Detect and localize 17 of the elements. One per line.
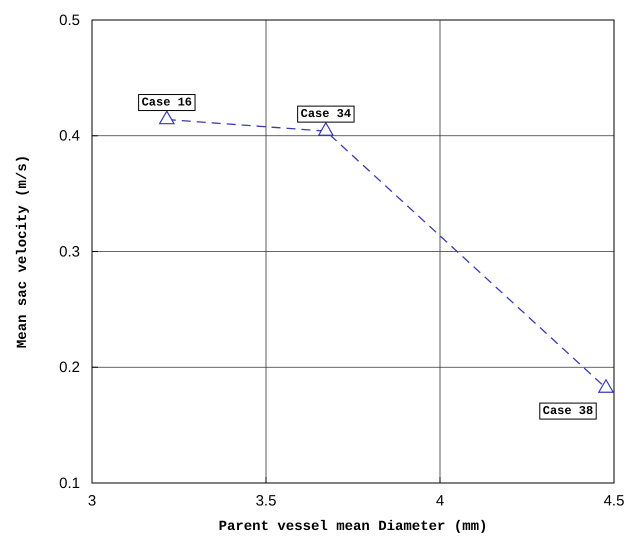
x-tick-label: 4.5 <box>604 492 624 510</box>
point <box>318 122 334 136</box>
y-axis-title: Mean sac velocity (m/s) <box>15 154 31 348</box>
y-tick-label: 0.4 <box>59 128 80 145</box>
point <box>598 379 614 393</box>
y-tick-label: 0.1 <box>59 474 80 492</box>
y-tick-label: 0.2 <box>59 359 80 376</box>
annotation: Case 16 <box>142 96 192 110</box>
point <box>159 110 175 124</box>
x-tick-label: 3.5 <box>256 492 276 510</box>
y-tick-label: 0.3 <box>59 243 80 260</box>
x-tick-label: 4 <box>436 492 444 510</box>
annotation: Case 34 <box>300 107 352 122</box>
annotation: Case 38 <box>542 404 594 418</box>
x-tick-label: 3 <box>88 492 96 510</box>
x-axis-title: Parent vessel mean Diameter (mm) <box>218 519 488 535</box>
y-tick-label: 0.5 <box>59 12 80 29</box>
